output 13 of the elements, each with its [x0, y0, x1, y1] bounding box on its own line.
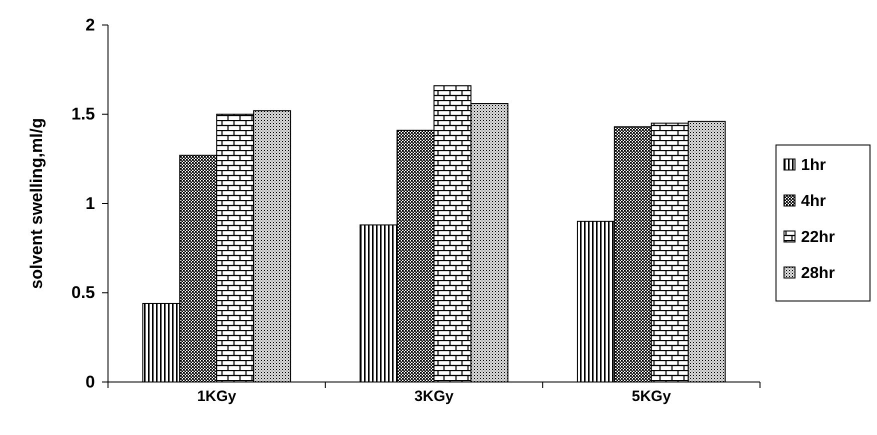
y-tick-label: 0.5: [71, 283, 95, 302]
y-tick-label: 0: [86, 372, 95, 392]
y-tick-label: 1.5: [71, 104, 95, 124]
y-axis-title: solvent swelling,ml/g: [27, 118, 46, 289]
legend-label: 4hr: [801, 193, 826, 210]
legend-label: 1hr: [801, 157, 826, 174]
y-tick-label: 2: [86, 15, 95, 34]
x-tick-label: 5KGy: [632, 388, 672, 405]
x-tick-label: 1KGy: [197, 388, 237, 405]
x-tick-label: 3KGy: [414, 388, 454, 405]
y-tick-label: 1: [86, 194, 95, 213]
legend-label: 22hr: [801, 229, 835, 246]
legend-label: 28hr: [801, 265, 835, 282]
